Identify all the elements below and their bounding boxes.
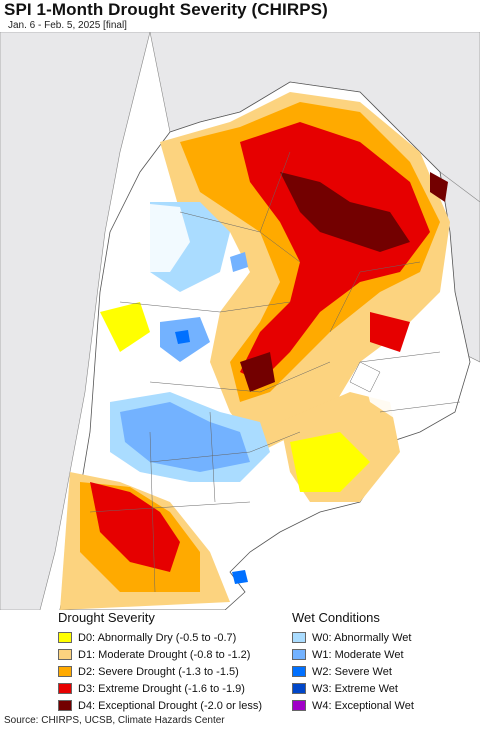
d0-zone [290,432,370,492]
drought-legend-label: D1: Moderate Drought (-0.8 to -1.2) [78,648,251,661]
estuary [349,361,381,393]
wet-legend-label: W1: Moderate Wet [312,648,404,661]
wet-legend-item: W0: Abnormally Wet [292,629,414,646]
map-title: SPI 1-Month Drought Severity (CHIRPS) [4,0,328,19]
drought-legend-item: D2: Severe Drought (-1.3 to -1.5) [58,663,262,680]
legend-wet-heading: Wet Conditions [292,610,380,625]
legend-wet: Wet Conditions W0: Abnormally Wet W1: Mod… [292,610,414,714]
map-subtitle: Jan. 6 - Feb. 5, 2025 [final] [8,20,127,31]
drought-swatch [58,649,72,660]
neighbor-land-west [0,32,151,610]
drought-legend-label: D2: Severe Drought (-1.3 to -1.5) [78,665,239,678]
w2-spot [175,330,190,344]
wet-legend-item: W2: Severe Wet [292,663,414,680]
d3-zone-south [90,482,180,572]
d0-zone-2 [100,302,150,352]
w1-spot [230,252,248,272]
drought-swatch [58,666,72,677]
drought-legend-label: D4: Exceptional Drought (-2.0 or less) [78,699,263,712]
wet-legend-label: W0: Abnormally Wet [312,631,412,644]
drought-legend-label: D3: Extreme Drought (-1.6 to -1.9) [78,682,245,695]
normal-area-se [360,352,455,422]
wet-swatch [292,649,306,660]
drought-legend-item: D4: Exceptional Drought (-2.0 or less) [58,697,262,714]
d4-zone-2 [240,352,275,392]
wet-swatch [292,632,306,643]
wet-legend-item: W3: Extreme Wet [292,680,414,697]
drought-legend-item: D1: Moderate Drought (-0.8 to -1.2) [58,646,262,663]
wet-legend-item: W1: Moderate Wet [292,646,414,663]
w1-zone [120,402,250,472]
drought-swatch [58,683,72,694]
normal-area [120,202,190,272]
w2-spot-south [232,570,248,584]
wet-legend-label: W4: Exceptional Wet [312,699,414,712]
source-credit: Source: CHIRPS, UCSB, Climate Hazards Ce… [4,715,225,726]
wet-legend-item: W4: Exceptional Wet [292,697,414,714]
legend-drought-heading: Drought Severity [58,610,155,625]
wet-legend-label: W2: Severe Wet [312,665,392,678]
wet-swatch [292,700,306,711]
drought-swatch [58,700,72,711]
d4-zone [280,172,410,252]
legend-drought: Drought Severity D0: Abnormally Dry (-0.… [58,610,262,714]
drought-legend-item: D3: Extreme Drought (-1.6 to -1.9) [58,680,262,697]
drought-map [0,32,480,610]
wet-swatch [292,666,306,677]
wet-swatch [292,683,306,694]
d4-zone-3 [430,172,448,202]
drought-legend-item: D0: Abnormally Dry (-0.5 to -0.7) [58,629,262,646]
d3-zone-east [370,312,410,352]
province-borders [89,151,461,593]
wet-legend-label: W3: Extreme Wet [312,682,398,695]
drought-swatch [58,632,72,643]
drought-legend-label: D0: Abnormally Dry (-0.5 to -0.7) [78,631,237,644]
